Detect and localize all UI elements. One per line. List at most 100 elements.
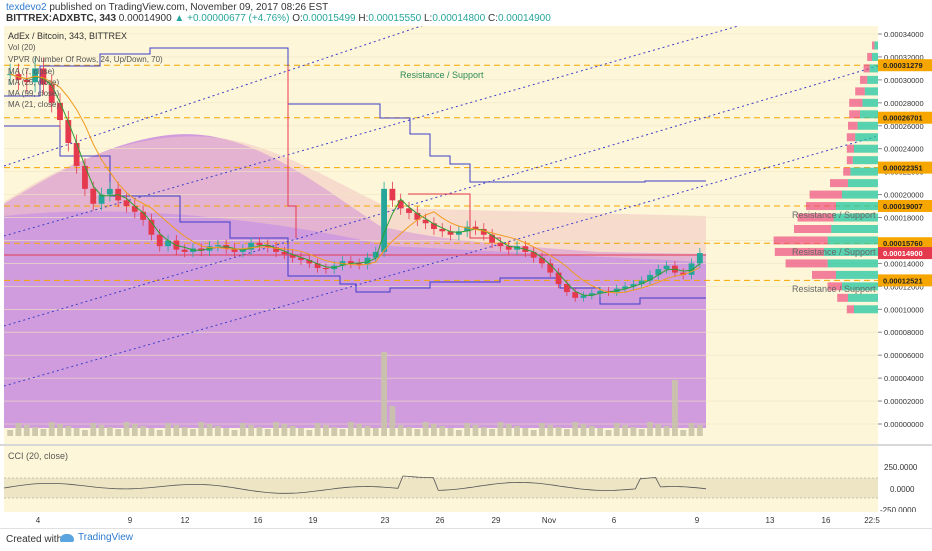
last-price: 0.00014900 bbox=[118, 13, 172, 24]
vpvr-down-2 bbox=[863, 64, 870, 73]
volume-bar-31 bbox=[264, 429, 271, 436]
price-label-bg-2 bbox=[878, 161, 932, 174]
vpvr-up-11 bbox=[850, 167, 878, 176]
candle-body-81 bbox=[680, 272, 687, 275]
vpvr-down-20 bbox=[812, 270, 836, 279]
tradingview-logo[interactable]: TradingView bbox=[60, 532, 133, 543]
candle-body-34 bbox=[289, 254, 296, 258]
vpvr-down-3 bbox=[860, 75, 868, 84]
candle-body-14 bbox=[123, 200, 130, 207]
volume-bar-2 bbox=[23, 425, 30, 436]
candle-body-51 bbox=[431, 223, 437, 229]
cci-tick-0: 0.0000 bbox=[890, 485, 915, 494]
volume-bar-55 bbox=[464, 423, 471, 436]
candle-body-63 bbox=[530, 251, 537, 258]
vpvr-down-19 bbox=[785, 259, 828, 268]
x-axis[interactable]: 4 9 12 16 19 23 26 29 Nov 6 9 13 16 22:5 bbox=[36, 516, 881, 525]
trend-line-1 bbox=[4, 26, 740, 237]
candle-body-68 bbox=[572, 292, 579, 298]
volume-bar-56 bbox=[472, 425, 479, 436]
volume-bar-71 bbox=[597, 428, 604, 436]
volume-bar-30 bbox=[256, 427, 263, 436]
volume-bar-9 bbox=[82, 430, 88, 436]
volume-bar-46 bbox=[389, 406, 396, 436]
candle-body-33 bbox=[281, 251, 288, 255]
volume-bar-80 bbox=[672, 380, 678, 436]
y-tick-label-13: 0.00008000 bbox=[884, 328, 924, 337]
candle-body-7 bbox=[65, 120, 72, 143]
price-chart[interactable]: Resistance / Support Resistance / Suppor… bbox=[0, 26, 932, 528]
volume-bar-33 bbox=[281, 424, 288, 436]
vpvr-down-23 bbox=[846, 305, 854, 314]
footer-bar: Created with TradingView bbox=[0, 528, 932, 551]
candle-body-66 bbox=[555, 272, 562, 285]
volume-bar-70 bbox=[588, 426, 595, 436]
vpvr-up-5 bbox=[862, 98, 878, 107]
vpvr-up-4 bbox=[864, 87, 878, 96]
volume-bar-14 bbox=[123, 422, 130, 436]
volume-bar-35 bbox=[298, 428, 304, 436]
legend-ma-7: MA (7, close) bbox=[8, 67, 55, 76]
vpvr-up-15 bbox=[833, 213, 878, 222]
volume-bar-51 bbox=[431, 424, 437, 436]
volume-bar-78 bbox=[655, 424, 662, 436]
vpvr-up-12 bbox=[848, 179, 878, 188]
volume-bar-41 bbox=[347, 422, 354, 436]
x-tick-12: 16 bbox=[822, 516, 831, 525]
volume-bar-17 bbox=[148, 428, 155, 436]
vpvr-down-14 bbox=[806, 202, 836, 211]
vpvr-up-3 bbox=[867, 75, 878, 84]
x-tick-2: 12 bbox=[181, 516, 190, 525]
volume-bar-81 bbox=[680, 430, 687, 436]
created-with-text: Created with bbox=[6, 534, 63, 545]
volume-bar-1 bbox=[15, 423, 22, 436]
candle-body-18 bbox=[156, 234, 163, 247]
annotation-resistance-support-4: Resistance / Support bbox=[792, 284, 876, 294]
x-tick-4: 19 bbox=[309, 516, 318, 525]
price-label-bg-6 bbox=[878, 274, 932, 287]
candle-body-59 bbox=[497, 242, 504, 247]
volume-bar-25 bbox=[214, 426, 221, 436]
x-tick-6: 26 bbox=[436, 516, 445, 525]
vpvr-up-0 bbox=[874, 41, 878, 50]
candle-body-72 bbox=[605, 290, 612, 293]
volume-bar-0 bbox=[7, 430, 14, 436]
vpvr-up-2 bbox=[869, 64, 878, 73]
candle-body-9 bbox=[82, 165, 88, 189]
channel-mid-red-2 bbox=[408, 193, 500, 239]
open-label: O: bbox=[292, 13, 303, 24]
price-label-bg-4 bbox=[878, 237, 932, 250]
volume-bar-64 bbox=[539, 423, 545, 436]
x-tick-8: Nov bbox=[542, 516, 556, 525]
vpvr-down-15 bbox=[797, 213, 834, 222]
author-link[interactable]: texdevo2 bbox=[6, 2, 47, 13]
channel-mid-red bbox=[287, 66, 297, 238]
volume-bar-23 bbox=[198, 422, 205, 436]
legend-title: AdEx / Bitcoin, 343, BITTREX bbox=[8, 31, 127, 41]
candle-body-23 bbox=[198, 248, 205, 251]
vpvr-down-7 bbox=[848, 121, 858, 130]
volume-bar-21 bbox=[181, 427, 188, 436]
x-tick-0: 4 bbox=[36, 516, 41, 525]
volume-bar-53 bbox=[447, 428, 454, 436]
y-tick-label-17: 0.00000000 bbox=[884, 420, 924, 429]
volume-bar-45 bbox=[381, 352, 387, 436]
volume-bar-6 bbox=[57, 424, 63, 436]
candle-body-49 bbox=[414, 212, 421, 220]
candle-body-77 bbox=[647, 274, 653, 281]
volume-bar-12 bbox=[106, 427, 113, 436]
candle-body-76 bbox=[638, 280, 645, 285]
volume-bar-19 bbox=[165, 423, 171, 436]
volume-bar-39 bbox=[331, 427, 338, 436]
candle-body-78 bbox=[655, 269, 662, 275]
publish-line: texdevo2 published on TradingView.com, N… bbox=[6, 2, 328, 13]
volume-bar-62 bbox=[522, 428, 529, 436]
high-value: 0.00015550 bbox=[368, 13, 422, 24]
candle-body-41 bbox=[347, 261, 354, 264]
annotation-resistance-support-3: Resistance / Support bbox=[792, 247, 876, 257]
vpvr-down-18 bbox=[774, 247, 824, 256]
candle-body-2 bbox=[23, 79, 30, 83]
x-tick-13: 22:5 bbox=[864, 516, 880, 525]
volume-bar-65 bbox=[547, 425, 554, 436]
volume-bar-20 bbox=[173, 425, 180, 436]
